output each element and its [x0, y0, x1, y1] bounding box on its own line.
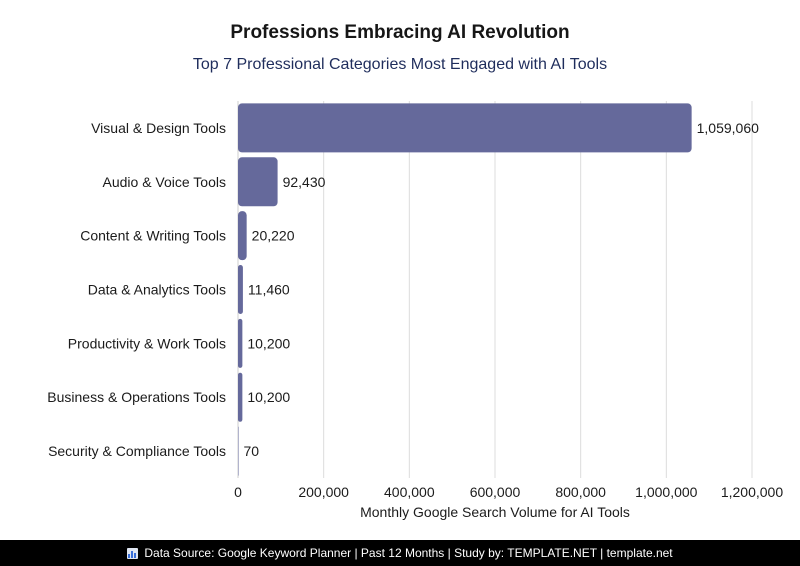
x-tick-label: 1,200,000 — [721, 484, 783, 500]
category-label: Content & Writing Tools — [80, 228, 226, 244]
category-label: Productivity & Work Tools — [68, 335, 226, 351]
bar — [238, 211, 247, 261]
bar — [238, 265, 243, 314]
data-label: 70 — [244, 443, 260, 459]
footer-bar: Data Source: Google Keyword Planner | Pa… — [0, 540, 800, 566]
x-tick-label: 200,000 — [298, 484, 349, 500]
data-label: 20,220 — [252, 228, 295, 244]
bar — [238, 372, 243, 422]
category-label: Data & Analytics Tools — [88, 282, 226, 298]
data-label: 10,200 — [247, 335, 290, 351]
footer-text: Data Source: Google Keyword Planner | Pa… — [144, 546, 673, 560]
x-axis-title: Monthly Google Search Volume for AI Tool… — [360, 504, 630, 520]
data-label: 10,200 — [247, 389, 290, 405]
category-label: Audio & Voice Tools — [103, 174, 227, 190]
x-tick-label: 600,000 — [470, 484, 521, 500]
bar — [238, 103, 692, 153]
x-tick-label: 0 — [234, 484, 242, 500]
data-label: 1,059,060 — [697, 120, 759, 136]
category-label: Visual & Design Tools — [91, 120, 226, 136]
bar — [238, 318, 243, 368]
bar-chart: 0 200,000 400,000 600,000 800,000 1,000,000 1,… — [47, 101, 783, 520]
category-label: Business & Operations Tools — [47, 389, 226, 405]
chart-title: Professions Embracing AI Revolution — [230, 22, 570, 43]
bar — [238, 157, 278, 207]
chart-subtitle: Top 7 Professional Categories Most Engag… — [192, 56, 608, 73]
x-tick-label: 800,000 — [555, 484, 606, 500]
data-label: 11,460 — [248, 282, 290, 298]
category-label: Security & Compliance Tools — [48, 443, 226, 459]
x-tick-label: 400,000 — [384, 484, 435, 500]
data-label: 92,430 — [283, 174, 326, 190]
bar-chart-icon — [127, 547, 139, 559]
bar — [238, 426, 239, 476]
x-tick-label: 1,000,000 — [635, 484, 697, 500]
